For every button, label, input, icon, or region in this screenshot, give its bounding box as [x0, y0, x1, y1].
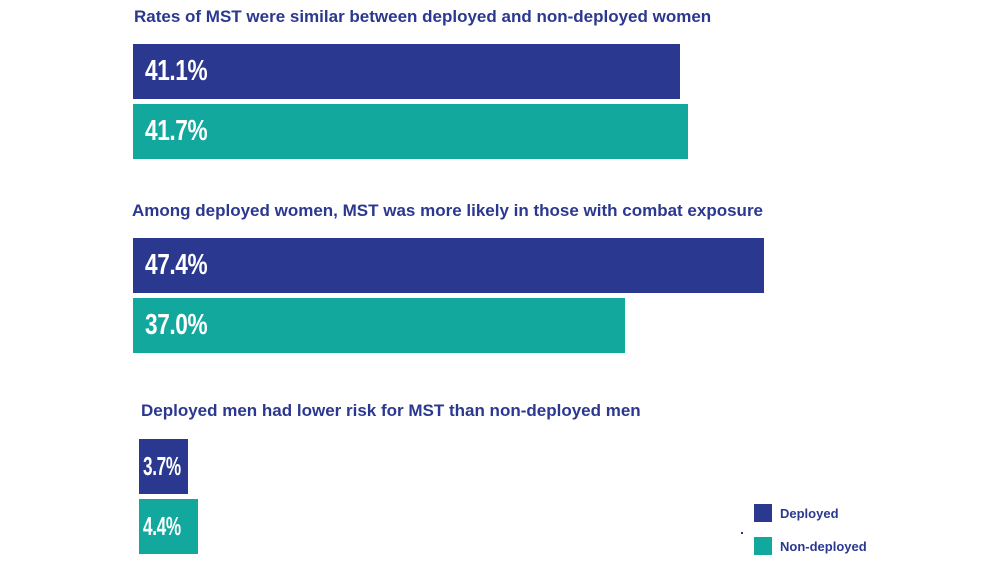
bar-deployed: 41.1%	[133, 44, 680, 99]
panel-title: Deployed men had lower risk for MST than…	[141, 401, 641, 420]
bar-value-label: 4.4%	[143, 511, 181, 541]
bar-value-label: 37.0%	[145, 309, 208, 341]
legend-separator-dot	[741, 532, 743, 534]
bar-value-label: 47.4%	[145, 249, 208, 281]
panel-title: Among deployed women, MST was more likel…	[132, 201, 764, 220]
bar-non-deployed: 4.4%	[139, 499, 198, 554]
legend-label-deployed: Deployed	[780, 505, 839, 521]
legend-item-non-deployed: Non-deployed	[754, 537, 867, 555]
bar-non-deployed: 37.0%	[133, 298, 625, 353]
bar-non-deployed: 41.7%	[133, 104, 688, 159]
legend-swatch-deployed	[754, 504, 772, 522]
bar-deployed: 47.4%	[133, 238, 764, 293]
bar-value-label: 41.7%	[145, 115, 208, 147]
legend-item-deployed: Deployed	[754, 504, 839, 522]
panel-title: Rates of MST were similar between deploy…	[134, 7, 712, 26]
bar-deployed: 3.7%	[139, 439, 188, 494]
legend-label-non-deployed: Non-deployed	[780, 538, 867, 554]
bar-value-label: 3.7%	[143, 451, 181, 481]
bar-value-label: 41.1%	[145, 55, 208, 87]
legend-swatch-non-deployed	[754, 537, 772, 555]
